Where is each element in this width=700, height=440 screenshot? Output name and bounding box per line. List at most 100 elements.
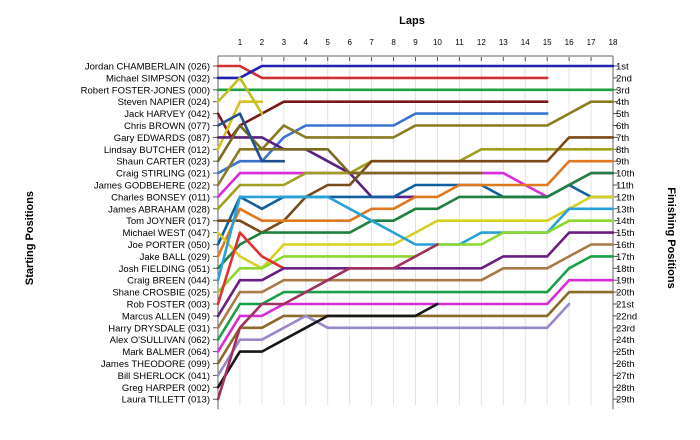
finishing-position-label: 26th xyxy=(616,359,635,370)
driver-series-line xyxy=(216,243,615,330)
driver-series-line xyxy=(216,302,439,389)
driver-series-line xyxy=(216,112,286,163)
x-tick-label: 2 xyxy=(260,38,265,47)
x-tick-label: 15 xyxy=(543,38,552,47)
finishing-position-label: 19th xyxy=(616,276,635,287)
finishing-position-label: 23rd xyxy=(616,323,635,334)
x-tick-label: 9 xyxy=(413,38,418,47)
starting-position-label: Gary EDWARDS (087) xyxy=(114,133,210,144)
series-layer xyxy=(216,64,615,401)
finishing-position-label: 2nd xyxy=(616,73,632,84)
finishing-position-label: 17th xyxy=(616,252,635,263)
finishing-position-label: 9th xyxy=(616,157,629,168)
finishing-position-label: 28th xyxy=(616,383,635,394)
finishing-position-label: 7th xyxy=(616,133,629,144)
x-tick-label: 5 xyxy=(325,38,330,47)
finishing-position-label: 24th xyxy=(616,335,635,346)
x-tick-label: 16 xyxy=(565,38,574,47)
starting-position-label: Laura TILLETT (013) xyxy=(122,395,210,406)
starting-position-label: Robert FOSTER-JONES (000) xyxy=(81,85,210,96)
starting-position-label: James THEODORE (099) xyxy=(101,359,210,370)
starting-position-label: Josh FIELDING (051) xyxy=(119,264,210,275)
x-tick-label: 6 xyxy=(347,38,352,47)
finishing-position-label: 11th xyxy=(616,181,634,192)
finishing-position-label: 20th xyxy=(616,288,635,299)
driver-series-line xyxy=(216,255,615,342)
x-tick-label: 18 xyxy=(609,38,618,47)
finishing-position-label: 4th xyxy=(616,97,629,108)
finishing-position-label: 3rd xyxy=(616,85,630,96)
starting-position-label: Alex O'SULLIVAN (062) xyxy=(110,335,210,346)
starting-position-label: Craig STIRLING (021) xyxy=(116,169,210,180)
finishing-position-label: 14th xyxy=(616,216,635,227)
x-tick-label: 4 xyxy=(304,38,309,47)
starting-position-label: Jake BALL (029) xyxy=(140,252,210,263)
driver-series-line xyxy=(216,159,615,258)
x-tick-label: 3 xyxy=(282,38,287,47)
x-tick-label: 7 xyxy=(369,38,374,47)
x-tick-label: 10 xyxy=(433,38,442,47)
starting-position-label: Tom JOYNER (017) xyxy=(126,216,210,227)
driver-series-line xyxy=(216,243,439,401)
driver-series-line xyxy=(216,100,615,187)
finishing-position-label: 27th xyxy=(616,371,635,382)
finishing-position-label: 12th xyxy=(616,192,635,203)
starting-position-label: James GODBEHERE (022) xyxy=(94,181,210,192)
finishing-position-label: 29th xyxy=(616,395,635,406)
starting-position-label: Joe PORTER (050) xyxy=(128,240,210,251)
finishing-position-label: 10th xyxy=(616,169,635,180)
x-tick-label: 1 xyxy=(238,38,243,47)
driver-series-line xyxy=(216,64,615,80)
finishing-position-label: 5th xyxy=(616,109,629,120)
starting-position-label: Mark BALMER (064) xyxy=(122,347,210,358)
starting-position-label: Jack HARVEY (042) xyxy=(124,109,210,120)
finishing-position-label: 22nd xyxy=(616,311,637,322)
driver-series-line xyxy=(216,290,615,365)
x-tick-label: 13 xyxy=(499,38,508,47)
starting-position-label: James ABRAHAM (028) xyxy=(108,204,210,215)
driver-series-line xyxy=(216,183,615,246)
driver-series-line xyxy=(216,195,615,282)
x-tick-label: 11 xyxy=(455,38,464,47)
starting-position-label: Harry DRYSDALE (031) xyxy=(108,323,210,334)
finishing-position-label: 13th xyxy=(616,204,635,215)
x-tick-label: 12 xyxy=(477,38,486,47)
finishing-position-label: 8th xyxy=(616,145,629,156)
chart-title: Laps xyxy=(399,15,425,27)
finishing-position-label: 15th xyxy=(616,228,635,239)
starting-position-label: Charles BONSEY (011) xyxy=(111,192,210,203)
y-axis-right-label: Finishing Positions xyxy=(665,187,677,288)
driver-series-line xyxy=(216,171,615,270)
finishing-position-label: 25th xyxy=(616,347,635,358)
starting-position-label: Steven NAPIER (024) xyxy=(118,97,210,108)
starting-position-label: Lindsay BUTCHER (012) xyxy=(104,145,210,156)
driver-series-line xyxy=(216,76,264,115)
finishing-position-label: 21st xyxy=(616,300,634,311)
finishing-position-label: 16th xyxy=(616,240,635,251)
driver-series-line xyxy=(216,100,549,139)
x-tick-label: 17 xyxy=(587,38,596,47)
starting-position-label: Michael SIMPSON (032) xyxy=(106,73,210,84)
finishing-position-label: 1st xyxy=(616,62,629,73)
starting-position-label: Michael WEST (047) xyxy=(123,228,210,239)
finishing-position-label: 6th xyxy=(616,121,629,132)
starting-position-label: Shaun CARTER (023) xyxy=(116,157,210,168)
starting-position-label: Shane CROSBIE (025) xyxy=(112,288,210,299)
starting-position-label: Jordan CHAMBERLAIN (026) xyxy=(85,62,210,73)
starting-position-label: Chris BROWN (077) xyxy=(124,121,210,132)
starting-position-label: Craig BREEN (044) xyxy=(127,276,210,287)
x-tick-label: 8 xyxy=(391,38,396,47)
driver-series-line xyxy=(216,302,571,377)
driver-series-line xyxy=(216,278,615,353)
driver-series-line xyxy=(216,231,286,306)
x-tick-label: 14 xyxy=(521,38,530,47)
starting-position-label: Greg HARPER (002) xyxy=(122,383,210,394)
driver-series-line xyxy=(216,124,483,175)
starting-position-label: Bill SHERLOCK (041) xyxy=(118,371,210,382)
y-axis-left-label: Starting Positions xyxy=(24,191,36,285)
starting-position-label: Marcus ALLEN (049) xyxy=(122,311,210,322)
finishing-position-label: 18th xyxy=(616,264,635,275)
